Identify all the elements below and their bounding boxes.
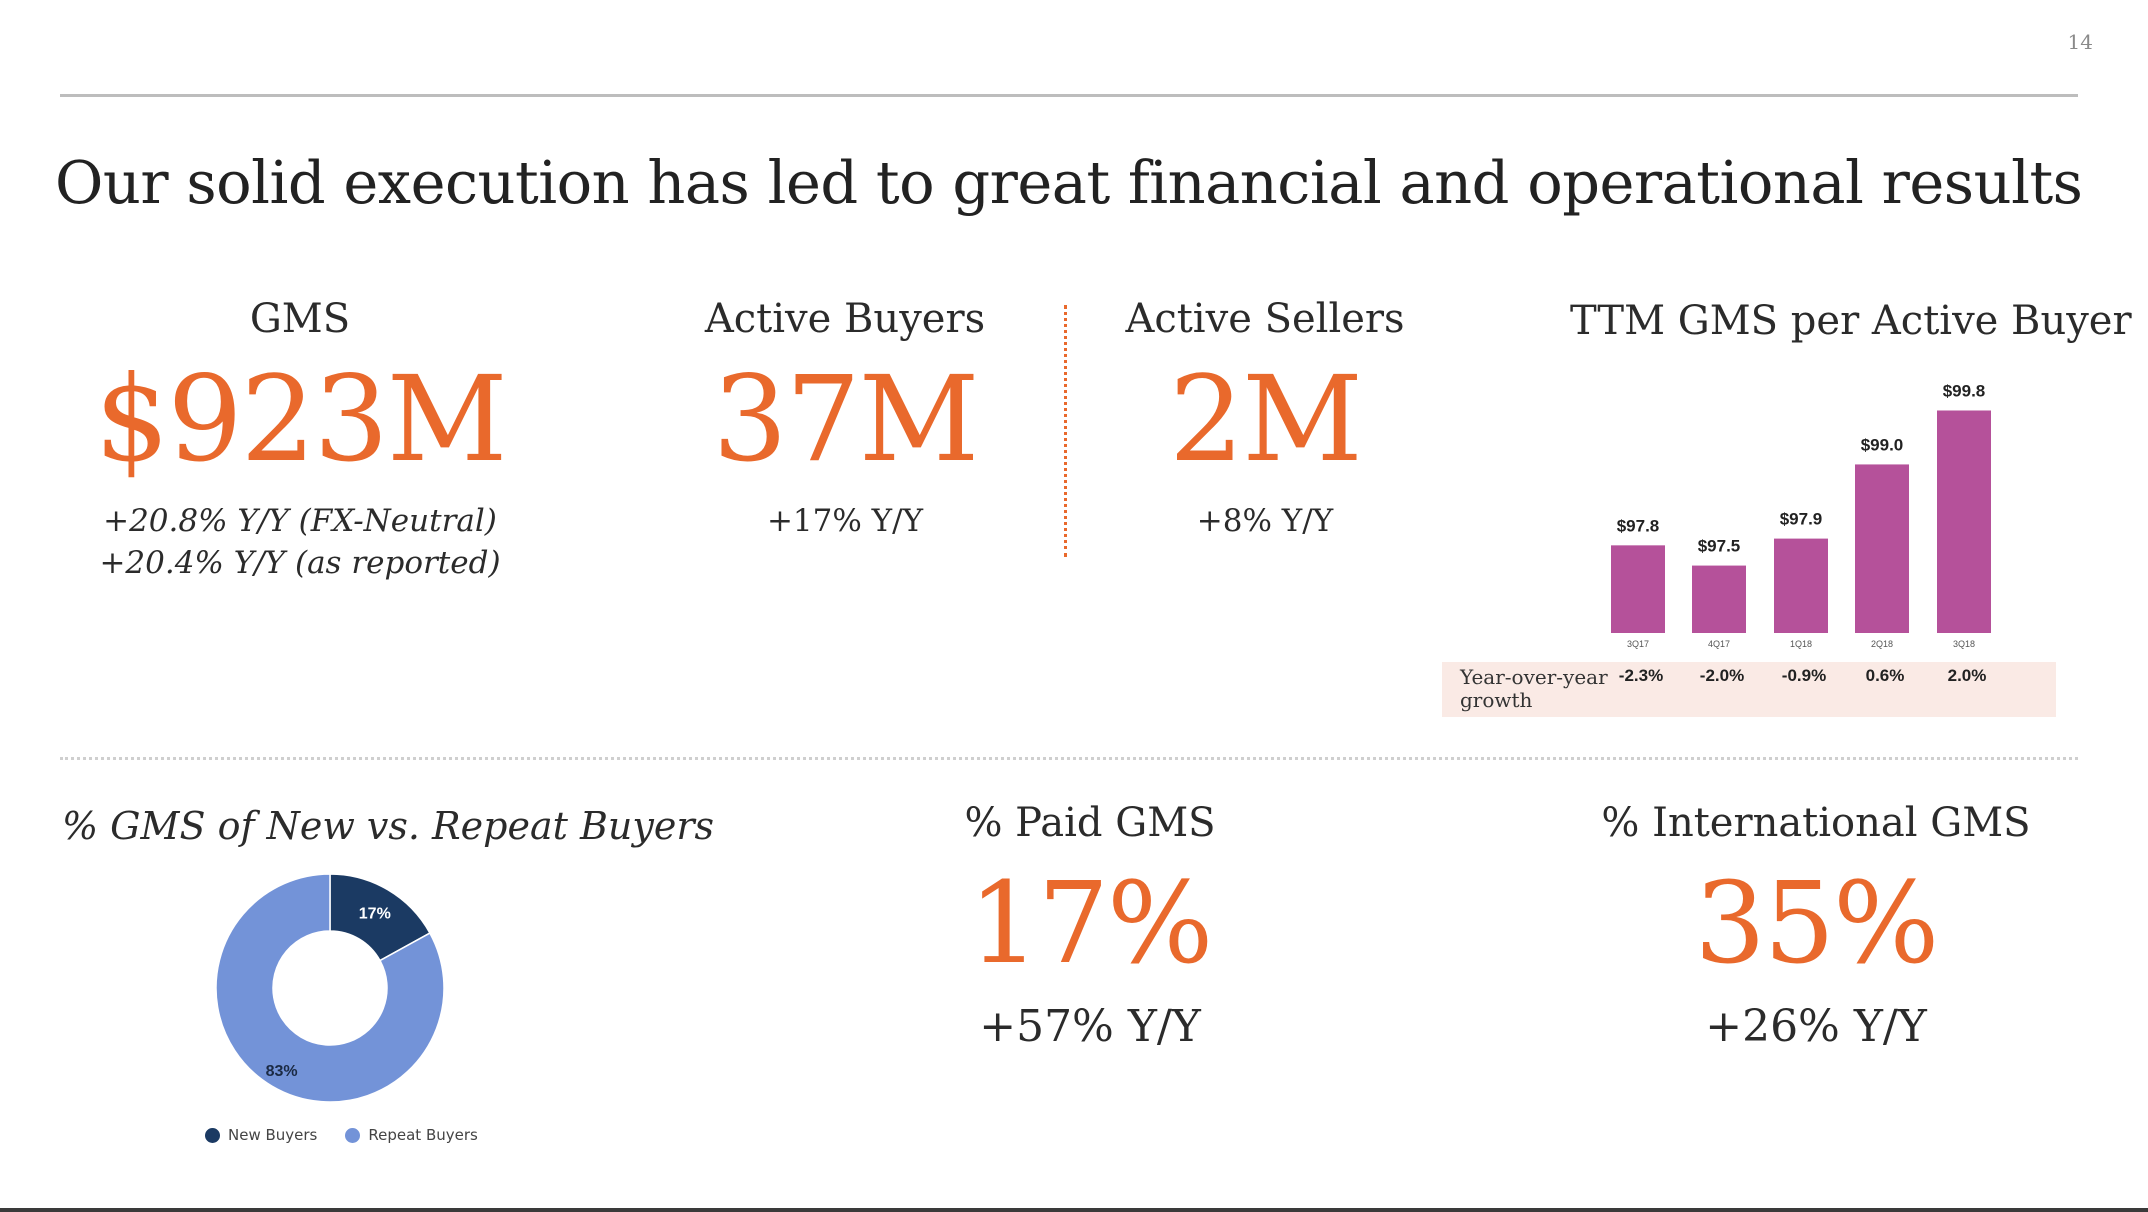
x-tick-label: 2Q18 [1871,639,1893,649]
bottom-border [0,1208,2148,1212]
growth-value: -0.9% [1782,666,1826,685]
growth-value: 2.0% [1948,666,1987,685]
bar-value-label: $97.8 [1617,516,1660,535]
x-tick-label: 3Q18 [1953,639,1975,649]
paid-gms-metric: % Paid GMS 17% +57% Y/Y [850,800,1330,1052]
paid-gms-growth: +57% Y/Y [979,1001,1201,1052]
international-gms-growth: +26% Y/Y [1705,1001,1927,1052]
donut-legend: New Buyers Repeat Buyers [205,1126,478,1144]
growth-value: -2.0% [1700,666,1744,685]
international-gms-label: % International GMS [1601,800,2031,846]
gms-value: $923M [94,350,507,488]
bar-2q18 [1855,464,1909,633]
bar-value-label: $99.0 [1861,435,1904,454]
horizontal-divider [60,757,2078,760]
top-divider [60,94,2078,97]
active-sellers-metric: Active Sellers 2M +8% Y/Y [1025,296,1505,542]
legend-repeat-buyers-swatch [345,1127,361,1143]
active-buyers-growth: +17% Y/Y [766,503,924,539]
active-buyers-metric: Active Buyers 37M +17% Y/Y [605,296,1085,542]
bar-4q17 [1692,565,1746,633]
growth-label: Year-over-year growth [1460,665,1608,712]
paid-gms-value: 17% [968,859,1214,989]
bar-chart-title: TTM GMS per Active Buyer [1570,298,2132,344]
x-tick-label: 1Q18 [1790,639,1812,649]
ttm-gms-bar-chart: $97.8 3Q17 -2.3% $97.5 4Q17 -2.0% $97.9 1Q18 -0.… [1611,381,1991,685]
active-sellers-growth: +8% Y/Y [1196,503,1334,539]
active-buyers-label: Active Buyers [704,296,986,342]
page-number: 14 [2067,30,2093,54]
bar-value-label: $97.9 [1780,510,1823,529]
new-vs-repeat-donut-chart: 17% 83% [215,873,445,1103]
donut-value-label: 17% [359,905,391,922]
growth-band [1442,662,2056,717]
vertical-divider [1064,305,1067,557]
active-sellers-label: Active Sellers [1125,296,1405,342]
gms-metric: GMS $923M +20.8% Y/Y (FX-Neutral) +20.4%… [60,296,540,584]
donut-slice-repeat-buyers [215,873,445,1103]
gms-label: GMS [249,296,351,342]
active-buyers-value: 37M [712,350,980,488]
bar-3q18 [1937,410,1991,633]
active-sellers-value: 2M [1169,350,1363,488]
x-tick-label: 3Q17 [1627,639,1649,649]
bar-value-label: $97.5 [1698,537,1741,556]
gms-fx-neutral: +20.8% Y/Y (FX-Neutral) [103,503,497,539]
legend-repeat-buyers: Repeat Buyers [368,1126,478,1144]
legend-new-buyers: New Buyers [228,1126,318,1144]
donut-value-label: 83% [266,1063,298,1080]
bar-3q17 [1611,545,1665,633]
gms-as-reported: +20.4% Y/Y (as reported) [99,545,501,581]
growth-value: 0.6% [1866,666,1905,685]
page-title: Our solid execution has led to great fin… [55,148,2083,217]
bar-1q18 [1774,538,1828,633]
bar-value-label: $99.8 [1943,381,1986,400]
international-gms-value: 35% [1694,859,1940,989]
paid-gms-label: % Paid GMS [964,800,1216,846]
legend-new-buyers-swatch [205,1127,220,1143]
growth-value: -2.3% [1619,666,1663,685]
x-tick-label: 4Q17 [1708,639,1730,649]
international-gms-metric: % International GMS 35% +26% Y/Y [1576,800,2056,1052]
donut-chart-title: % GMS of New vs. Repeat Buyers [62,804,714,848]
